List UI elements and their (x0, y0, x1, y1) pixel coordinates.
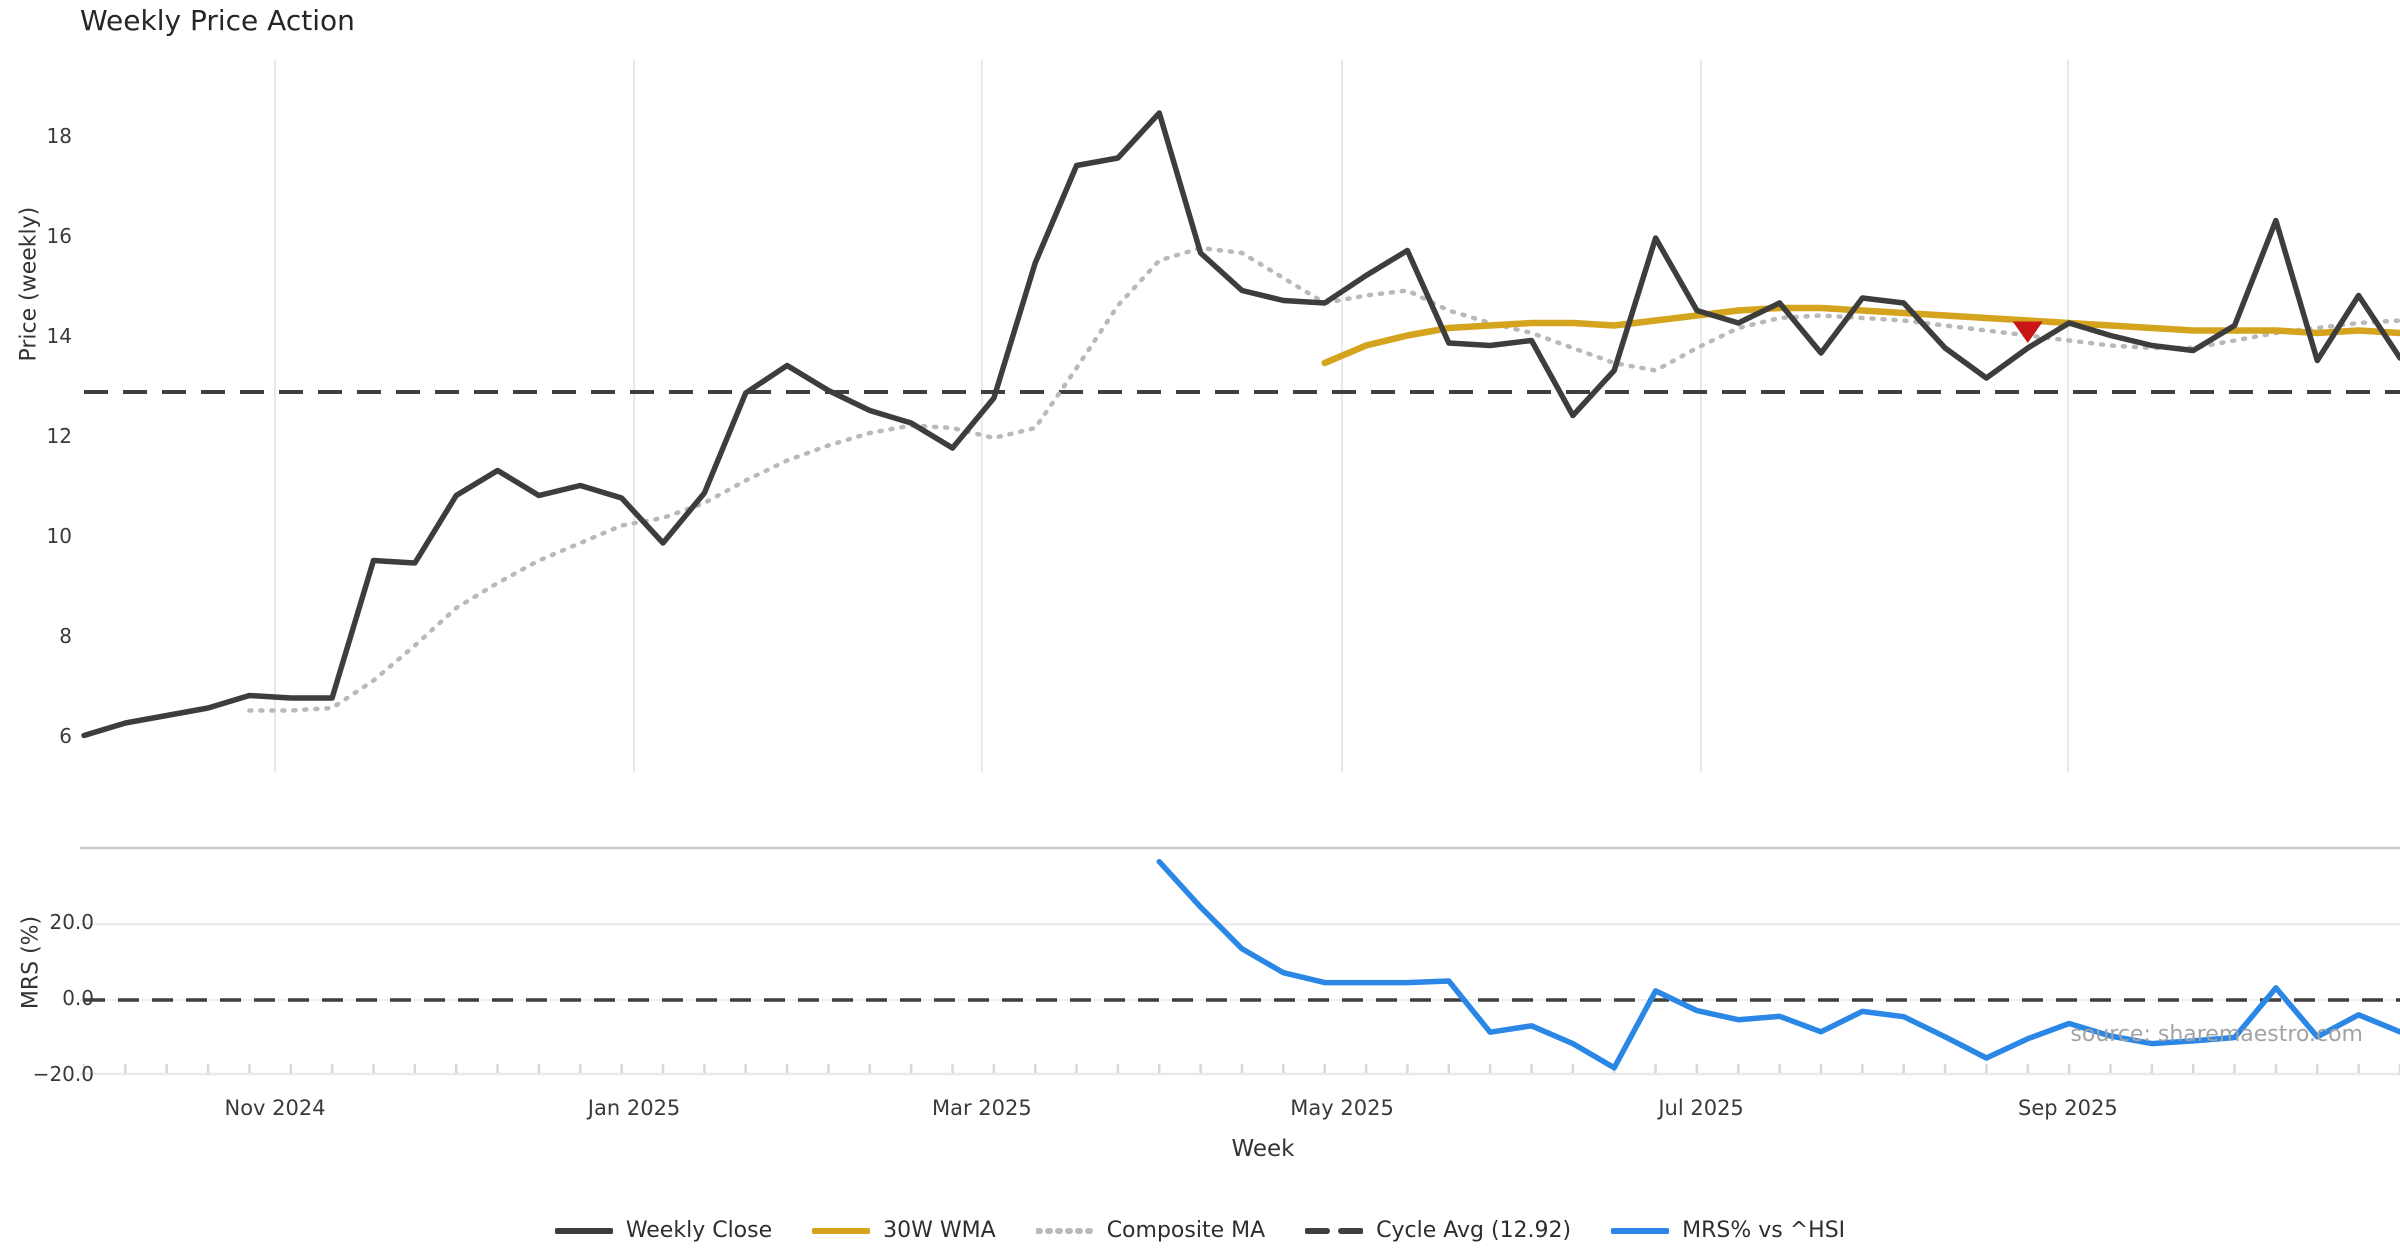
price-ytick: 18 (46, 124, 72, 148)
legend-item: 30W WMA (812, 1218, 996, 1243)
price-ytick: 14 (46, 324, 72, 348)
price-ytick: 12 (46, 424, 72, 448)
month-tick-label: Nov 2024 (224, 1096, 326, 1120)
month-tick-label: Jul 2025 (1658, 1096, 1744, 1120)
price-ytick: 6 (59, 724, 72, 748)
price-ytick: 10 (46, 524, 72, 548)
legend-swatch-icon (812, 1227, 871, 1234)
legend-swatch-icon (554, 1227, 613, 1234)
legend-swatch-icon (1611, 1227, 1670, 1234)
x-axis-label: Week (1231, 1136, 1295, 1162)
legend-label: MRS% vs ^HSI (1682, 1218, 1846, 1243)
legend-item: MRS% vs ^HSI (1611, 1218, 1845, 1243)
watermark: source: sharemaestro.com (2070, 1022, 2363, 1047)
month-tick-label: Mar 2025 (931, 1096, 1032, 1120)
chart-title: Weekly Price Action (80, 4, 355, 37)
sell-marker-icon (2012, 321, 2043, 343)
mrs-ytick: 20.0 (49, 910, 94, 935)
legend-label: Composite MA (1106, 1218, 1266, 1243)
legend-item: Cycle Avg (12.92) (1305, 1218, 1571, 1243)
legend-label: Cycle Avg (12.92) (1376, 1218, 1572, 1243)
legend-swatch-icon (1035, 1227, 1094, 1234)
mrs-ytick: 0.0 (62, 986, 94, 1010)
month-tick-label: May 2025 (1290, 1096, 1394, 1120)
mrs-ytick: −20.0 (32, 1061, 94, 1086)
legend-item: Weekly Close (554, 1218, 773, 1243)
legend-swatch-icon (1305, 1227, 1364, 1234)
price-ytick: 16 (46, 224, 72, 248)
month-tick-label: Jan 2025 (587, 1096, 681, 1120)
legend-item: Composite MA (1035, 1218, 1266, 1243)
legend-label: Weekly Close (625, 1218, 773, 1243)
legend-label: 30W WMA (883, 1218, 996, 1243)
month-tick-label: Sep 2025 (2018, 1096, 2118, 1120)
legend: Weekly Close 30W WMA Composite MA Cycle … (0, 1218, 2400, 1243)
price-ytick: 8 (59, 624, 72, 648)
